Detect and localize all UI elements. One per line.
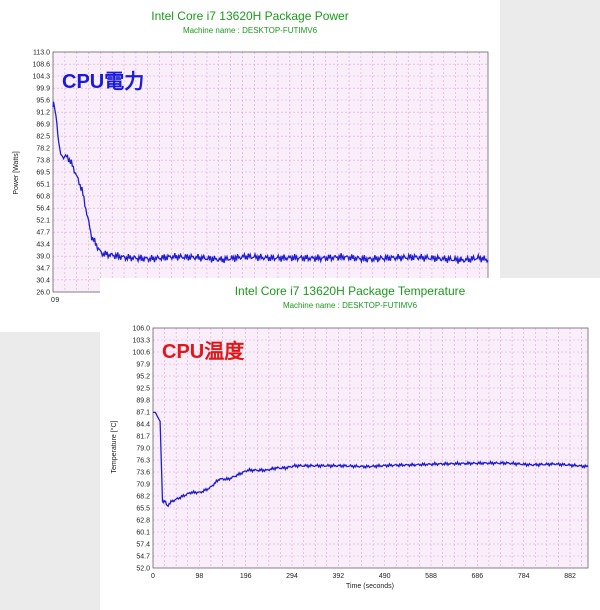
y-tick-label: 103.3 <box>132 338 150 345</box>
y-tick-label: 52.1 <box>36 218 50 225</box>
y-tick-label: 81.7 <box>136 434 150 441</box>
y-tick-label: 79.0 <box>136 446 150 453</box>
y-tick-label: 106.0 <box>132 326 150 333</box>
power-chart-panel: Intel Core i7 13620H Package Power Machi… <box>0 0 500 332</box>
chart-subtitle: Machine name : DESKTOP-FUTIMV6 <box>183 26 318 35</box>
chart-subtitle: Machine name : DESKTOP-FUTIMV6 <box>283 301 418 310</box>
x-tick-label: 196 <box>240 573 252 580</box>
y-tick-label: 82.5 <box>36 134 50 141</box>
y-tick-label: 92.5 <box>136 386 150 393</box>
power-chart: Intel Core i7 13620H Package Power Machi… <box>13 9 489 304</box>
y-tick-label: 54.7 <box>136 554 150 561</box>
temperature-chart-panel: Intel Core i7 13620H Package Temperature… <box>100 278 600 610</box>
y-tick-label: 30.4 <box>36 277 50 284</box>
y-tick-label: 62.8 <box>136 518 150 525</box>
x-tick-label: 98 <box>195 573 203 580</box>
y-tick-label: 91.2 <box>36 110 50 117</box>
y-tick-label: 108.6 <box>32 62 50 69</box>
series-line <box>153 411 589 508</box>
y-axis-label: Power [Watts] <box>13 151 20 194</box>
overlay-label: CPU電力 <box>62 70 144 93</box>
y-tick-label: 87.1 <box>136 410 150 417</box>
y-tick-label: 89.8 <box>136 398 150 405</box>
y-tick-label: 65.1 <box>36 182 50 189</box>
y-tick-label: 60.8 <box>36 194 50 201</box>
x-tick-label: 0 <box>51 297 55 304</box>
y-tick-label: 73.6 <box>136 470 150 477</box>
x-tick-label: 490 <box>379 573 391 580</box>
x-tick-label: 0 <box>151 573 155 580</box>
y-tick-label: 56.4 <box>36 206 50 213</box>
y-axis-label: Temperature [°C] <box>110 420 118 473</box>
series-line <box>52 101 489 265</box>
x-tick-label: 294 <box>286 573 298 580</box>
y-tick-label: 69.5 <box>36 170 50 177</box>
y-tick-label: 52.0 <box>136 566 150 573</box>
x-tick-label: 784 <box>518 573 530 580</box>
y-tick-label: 73.8 <box>36 158 50 165</box>
y-tick-label: 60.1 <box>136 530 150 537</box>
chart-title: Intel Core i7 13620H Package Temperature <box>235 284 466 298</box>
x-tick-label: 686 <box>472 573 484 580</box>
y-tick-label: 26.0 <box>36 290 50 297</box>
y-tick-label: 76.3 <box>136 458 150 465</box>
y-tick-label: 95.6 <box>36 98 50 105</box>
y-tick-label: 100.6 <box>132 350 150 357</box>
y-tick-label: 57.4 <box>136 542 150 549</box>
x-tick-label: 588 <box>425 573 437 580</box>
y-tick-label: 95.2 <box>136 374 150 381</box>
overlay-label: CPU温度 <box>162 339 245 363</box>
x-axis-label: Time (seconds) <box>346 583 394 590</box>
y-tick-label: 65.5 <box>136 506 150 513</box>
x-tick-label: 882 <box>564 573 576 580</box>
x-tick-label: 9 <box>55 297 59 304</box>
y-tick-label: 68.2 <box>136 494 150 501</box>
y-tick-label: 43.4 <box>36 242 50 249</box>
y-tick-label: 70.9 <box>136 482 150 489</box>
y-tick-label: 34.7 <box>36 266 50 273</box>
y-tick-label: 99.9 <box>36 86 50 93</box>
y-tick-label: 39.0 <box>36 254 50 261</box>
y-tick-label: 78.2 <box>36 146 50 153</box>
chart-title: Intel Core i7 13620H Package Power <box>151 9 348 23</box>
plot-area: 113.0 108.6 104.3 99.9 95.6 91.2 86.9 82.5 78.2 7… <box>32 50 489 304</box>
y-tick-label: 113.0 <box>33 50 50 57</box>
x-tick-label: 392 <box>333 573 345 580</box>
y-tick-label: 47.7 <box>36 230 50 237</box>
plot-frame <box>152 327 589 569</box>
y-tick-label: 97.9 <box>136 362 150 369</box>
temperature-chart: Intel Core i7 13620H Package Temperature… <box>110 284 589 590</box>
y-tick-label: 86.9 <box>36 122 50 129</box>
y-tick-label: 104.3 <box>32 74 50 81</box>
plot-area: 106.0 103.3 100.6 97.9 95.2 92.5 89.8 87.1 84.4 8… <box>132 326 589 580</box>
y-tick-label: 84.4 <box>136 422 150 429</box>
